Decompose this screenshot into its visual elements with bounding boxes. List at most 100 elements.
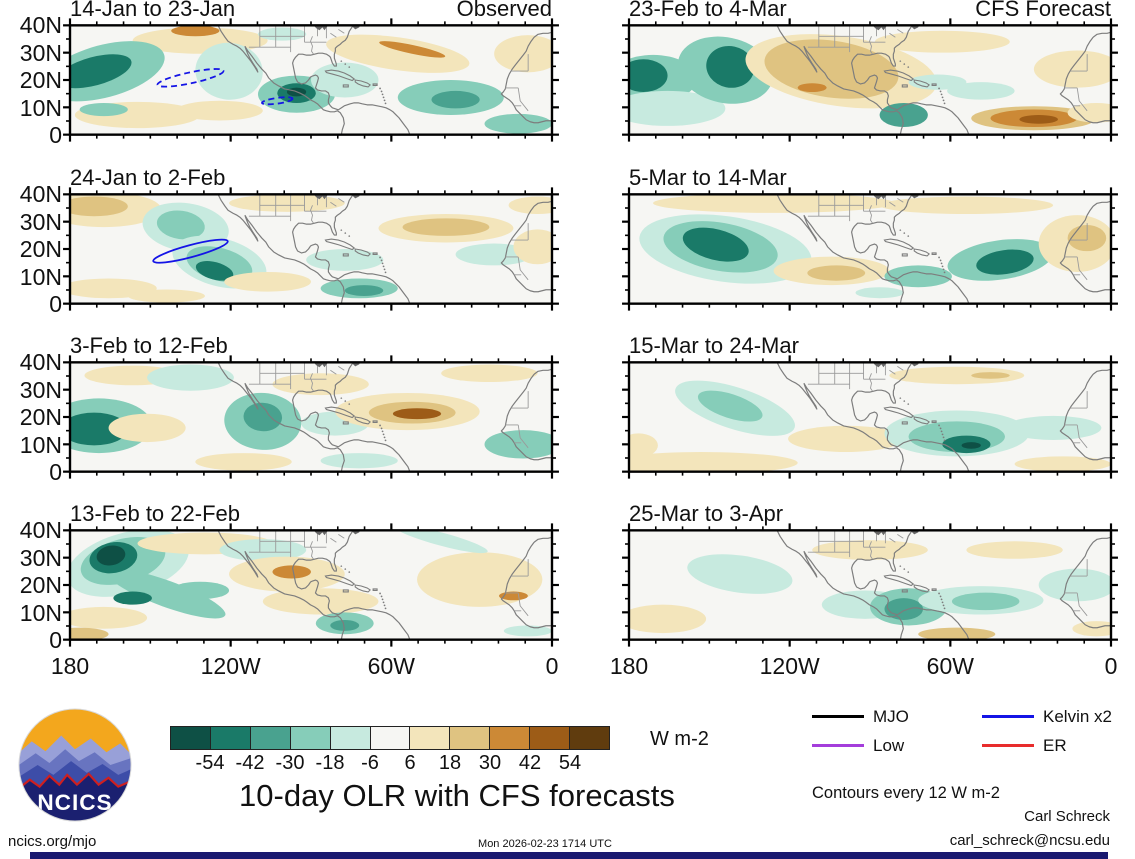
anomaly-blob [243,402,283,432]
panel-date-range: 23-Feb to 4-Mar [629,0,787,21]
colorbar-tick-label: 54 [558,752,582,774]
anomaly-blob [629,451,798,472]
panel-title-row-2: 3-Feb to 12-Feb [70,335,552,357]
anomaly-blob [195,261,234,281]
ytick-label: 20N [19,67,62,93]
anomaly-blob [147,364,234,391]
anomaly-blob [326,34,470,73]
logo-text: NCICS [37,790,112,815]
map-panel-0 [63,18,559,142]
colorbar-segment [370,727,411,749]
legend-item-kelvin-x2: Kelvin x2 [982,708,1112,725]
colorbar-tick-label: -6 [361,752,379,774]
anomaly-blob [947,82,1015,100]
ytick-label: 20N [19,236,62,262]
panel-date-range: 13-Feb to 22-Feb [70,501,240,526]
colorbar-segment [530,727,571,749]
legend-label: Low [873,736,905,755]
colorbar-tick-label: 30 [478,752,502,774]
credit-name: Carl Schreck [1024,808,1110,825]
xtick-label: 180 [50,653,90,679]
anomaly-blob [1067,102,1111,123]
site-link[interactable]: ncics.org/mjo [8,833,97,850]
map-panel-2 [63,355,559,479]
xtick-label: 120W [200,653,261,679]
anomaly-blob [513,229,552,265]
ytick-label: 0 [49,627,62,653]
anomaly-blob [484,430,552,459]
panel-date-range: 25-Mar to 3-Apr [629,501,784,526]
anomaly-blob [494,35,552,73]
anomaly-blob [96,545,126,566]
anomaly-blob [879,102,928,128]
anomaly-blob [320,453,398,469]
anomaly-blob [884,265,952,288]
map-panel-3 [63,523,559,647]
colorbar-segment [250,727,291,749]
ytick-label: 20N [19,404,62,430]
ytick-label: 40N [19,349,62,375]
ytick-label: 10N [19,263,62,290]
anomaly-blob [394,530,488,554]
colorbar-segment [450,727,491,749]
anomaly-blob [455,243,533,266]
panel-date-range: 5-Mar to 14-Mar [629,165,787,190]
map-canvas-5 [622,187,1118,311]
anomaly-blob [1072,621,1111,637]
ytick-label: 0 [49,459,62,485]
anomaly-blob [171,25,220,37]
anomaly-blob [441,364,538,383]
colorbar [170,726,610,750]
anomaly-blob [224,271,311,292]
anomaly-blob [508,196,552,215]
ytick-label: 40N [19,181,62,207]
map-panel-7 [622,523,1118,647]
panel-title-row-6: 15-Mar to 24-Mar [629,335,1111,357]
anomaly-blob [697,390,763,422]
panel-date-range: 3-Feb to 12-Feb [70,333,228,358]
credit-email-link[interactable]: carl_schreck@ncsu.edu [949,832,1110,849]
anomaly-blob [889,366,1025,385]
map-canvas-0 [63,18,559,142]
ncics-logo: NCICS [18,708,132,822]
contour-interval-note: Contours every 12 W m-2 [812,784,1000,802]
anomaly-blob [976,249,1034,275]
anomaly-blob [503,625,552,637]
kelvin-wave-contour [152,238,229,264]
anomaly-blob [1004,415,1102,440]
kelvin-wave-contour [156,68,225,88]
map-canvas-1 [63,187,559,311]
colorbar-tick-label: 42 [518,752,542,774]
xtick-label: 60W [926,653,974,679]
anomaly-blob [108,413,186,443]
ytick-label: 30N [19,208,62,235]
bottom-bar [30,852,1108,859]
anomaly-blob [127,289,205,303]
anomaly-blob [966,541,1063,559]
anomaly-blob [971,372,1010,379]
wave-legend: MJO Kelvin x2 Low ER [812,708,1112,762]
legend-line [812,744,864,747]
ytick-label: 0 [49,291,62,317]
figure-title: 10-day OLR with CFS forecasts [239,778,675,813]
legend-line [982,715,1034,718]
anomaly-blob [1014,456,1111,472]
anomaly-blob [113,591,152,605]
legend-item-low: Low [812,737,904,754]
anomaly-blob [379,41,446,58]
anomaly-blob [70,54,132,89]
legend-label: MJO [873,707,909,726]
anomaly-blob [687,554,793,594]
anomaly-blob [884,598,924,620]
map-canvas-6 [622,355,1118,479]
anomaly-blob [629,59,668,93]
colorbar-segment [171,727,211,749]
anomaly-blob [195,453,292,471]
anomaly-blob [1038,568,1111,602]
anomaly-blob [229,194,345,212]
ytick-label: 10N [19,94,62,121]
anomaly-blob [70,412,128,446]
panel-title-row-4: 23-Feb to 4-Mar CFS Forecast [629,0,1111,20]
kelvin-wave-contour [261,96,294,106]
